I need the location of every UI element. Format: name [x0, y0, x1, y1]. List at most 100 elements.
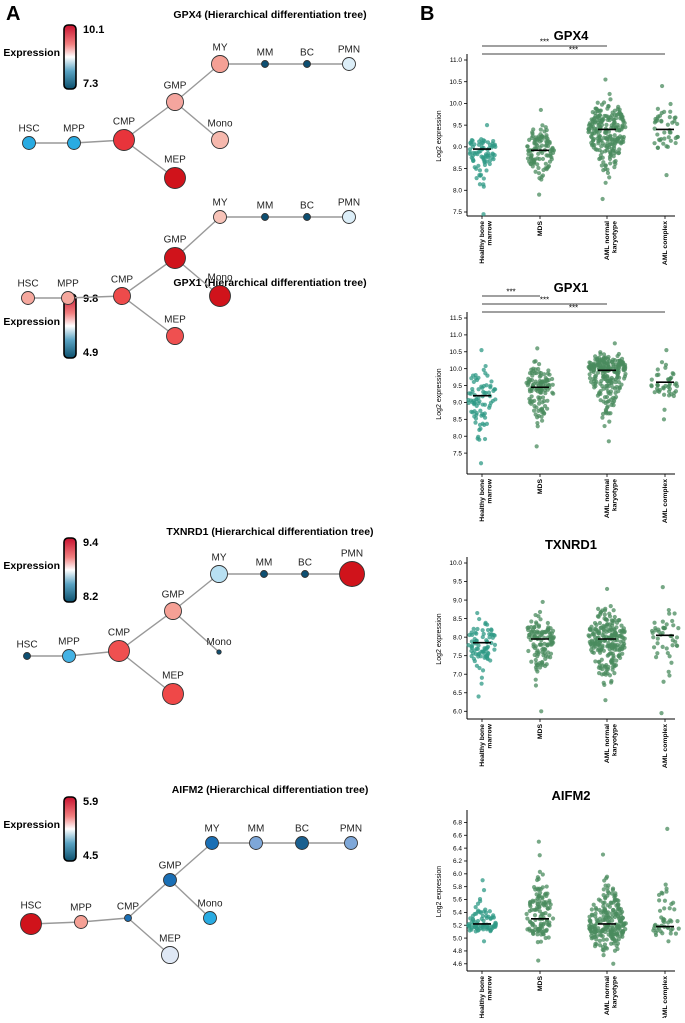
data-point: [482, 651, 487, 656]
data-point: [610, 136, 615, 142]
tree-node-pmn: [342, 57, 356, 71]
tree-node-my: [213, 210, 227, 224]
data-point: [608, 604, 613, 609]
data-point: [529, 921, 535, 926]
data-point: [594, 917, 599, 922]
data-point: [481, 212, 486, 217]
tree-node-cmp: [113, 287, 131, 305]
tree-node-pmn: [344, 836, 358, 850]
data-point: [608, 900, 613, 905]
data-point: [598, 381, 603, 386]
data-point: [477, 896, 483, 902]
data-point: [598, 919, 603, 924]
x-tick-label: Healthy bonemarrow: [479, 975, 494, 1018]
data-point: [587, 372, 592, 377]
data-point: [539, 418, 545, 423]
data-point: [657, 898, 662, 903]
data-point: [488, 929, 493, 934]
data-point: [591, 650, 596, 655]
data-point: [545, 643, 550, 648]
data-point: [604, 586, 610, 592]
data-point: [622, 367, 627, 372]
tree-node-label: MM: [256, 558, 273, 569]
data-point: [664, 172, 669, 178]
x-tick-label-line: MDS: [537, 479, 544, 495]
data-point: [666, 393, 672, 398]
data-point: [602, 135, 607, 140]
data-point: [610, 887, 615, 893]
data-point: [669, 660, 674, 665]
data-point: [657, 137, 662, 142]
tree-node-label: MY: [212, 553, 227, 564]
data-point: [532, 158, 537, 163]
data-point: [661, 417, 667, 422]
data-point: [601, 386, 606, 391]
data-point: [544, 377, 549, 382]
data-point: [535, 901, 540, 907]
data-point: [547, 913, 552, 918]
data-point: [535, 381, 540, 386]
data-point: [605, 375, 610, 380]
data-point: [487, 153, 492, 158]
y-tick-label: 6.0: [453, 871, 462, 878]
data-point: [533, 907, 538, 912]
strip-title: GPX4: [554, 28, 589, 43]
data-point: [485, 627, 491, 633]
data-point: [610, 651, 615, 656]
tree-edge: [118, 650, 174, 695]
data-point: [468, 150, 473, 155]
tree-node-mm: [261, 60, 269, 68]
tree-node-mpp: [74, 915, 88, 929]
data-point: [596, 631, 601, 636]
x-tick-label: AML normalkaryotype: [604, 479, 619, 518]
tree-node-label: PMN: [340, 824, 362, 835]
data-point: [596, 360, 601, 365]
tree-node-mm: [261, 213, 269, 221]
data-point: [484, 168, 489, 173]
y-tick-label: 10.5: [449, 79, 462, 86]
data-point: [476, 163, 481, 168]
data-point: [481, 138, 486, 143]
data-point: [596, 139, 601, 144]
data-point: [474, 377, 480, 383]
data-point: [537, 642, 542, 647]
data-point: [545, 387, 550, 392]
tree-node-label: GMP: [164, 235, 187, 246]
tree-node-hsc: [20, 913, 42, 935]
data-point: [601, 937, 606, 942]
data-point: [603, 77, 608, 82]
data-point: [662, 130, 667, 135]
data-point: [589, 644, 594, 649]
data-point: [616, 362, 621, 368]
data-point: [537, 926, 543, 932]
tree-node-label: MEP: [164, 155, 186, 166]
data-point: [548, 147, 554, 152]
tree-edge: [118, 610, 174, 652]
data-point: [539, 406, 545, 411]
data-point: [527, 379, 532, 385]
data-point: [611, 655, 616, 660]
data-point: [659, 890, 664, 895]
tree-node-pmn: [342, 210, 356, 224]
data-point: [492, 642, 498, 647]
data-point: [605, 145, 610, 150]
data-point: [656, 629, 662, 634]
y-tick-label: 6.8: [453, 820, 462, 827]
legend-max-label: 10.1: [83, 24, 104, 36]
data-point: [659, 915, 664, 920]
data-point: [616, 125, 621, 130]
data-point: [535, 162, 540, 167]
data-point: [607, 117, 612, 123]
data-point: [527, 389, 533, 394]
data-point: [535, 630, 540, 635]
data-point: [651, 645, 657, 650]
data-point: [475, 646, 480, 652]
data-point: [535, 424, 540, 429]
data-point: [539, 709, 544, 714]
data-point: [489, 627, 494, 632]
data-point: [479, 681, 484, 686]
data-point: [475, 626, 480, 632]
data-point: [538, 390, 543, 395]
data-point: [603, 698, 608, 703]
data-point: [542, 650, 547, 656]
